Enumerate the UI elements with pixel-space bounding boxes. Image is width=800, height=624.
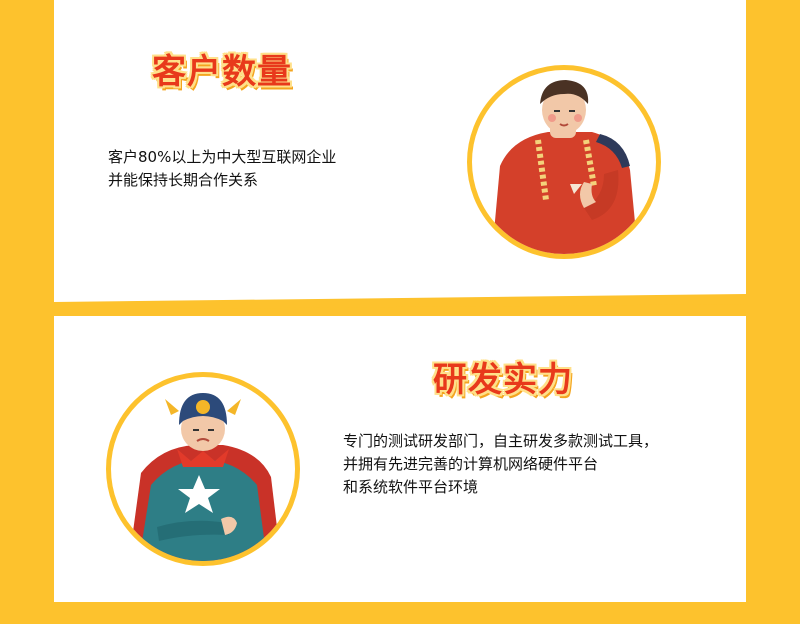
customers-title: 客户数量	[152, 52, 292, 92]
rnd-line: 专门的测试研发部门，自主研发多款测试工具，	[343, 432, 659, 450]
customers-description: 客户80%以上为中大型互联网企业 并能保持长期合作关系	[108, 146, 336, 192]
customers-line: 并能保持长期合作关系	[108, 171, 259, 189]
man-in-red-sweater-icon	[492, 80, 638, 254]
rnd-description: 专门的测试研发部门，自主研发多款测试工具， 并拥有先进完善的计算机网络硬件平台 …	[343, 430, 658, 499]
rnd-line: 并拥有先进完善的计算机网络硬件平台	[343, 455, 599, 473]
man-in-red-sweater-illustration	[467, 65, 661, 259]
diagonal-divider	[54, 294, 746, 310]
rnd-line: 和系统软件平台环境	[343, 478, 479, 496]
customers-line: 客户80%以上为中大型互联网企业	[108, 148, 337, 166]
superhero-with-star-illustration	[106, 372, 300, 566]
rnd-title: 研发实力	[433, 360, 573, 400]
superhero-with-star-icon	[129, 393, 281, 561]
